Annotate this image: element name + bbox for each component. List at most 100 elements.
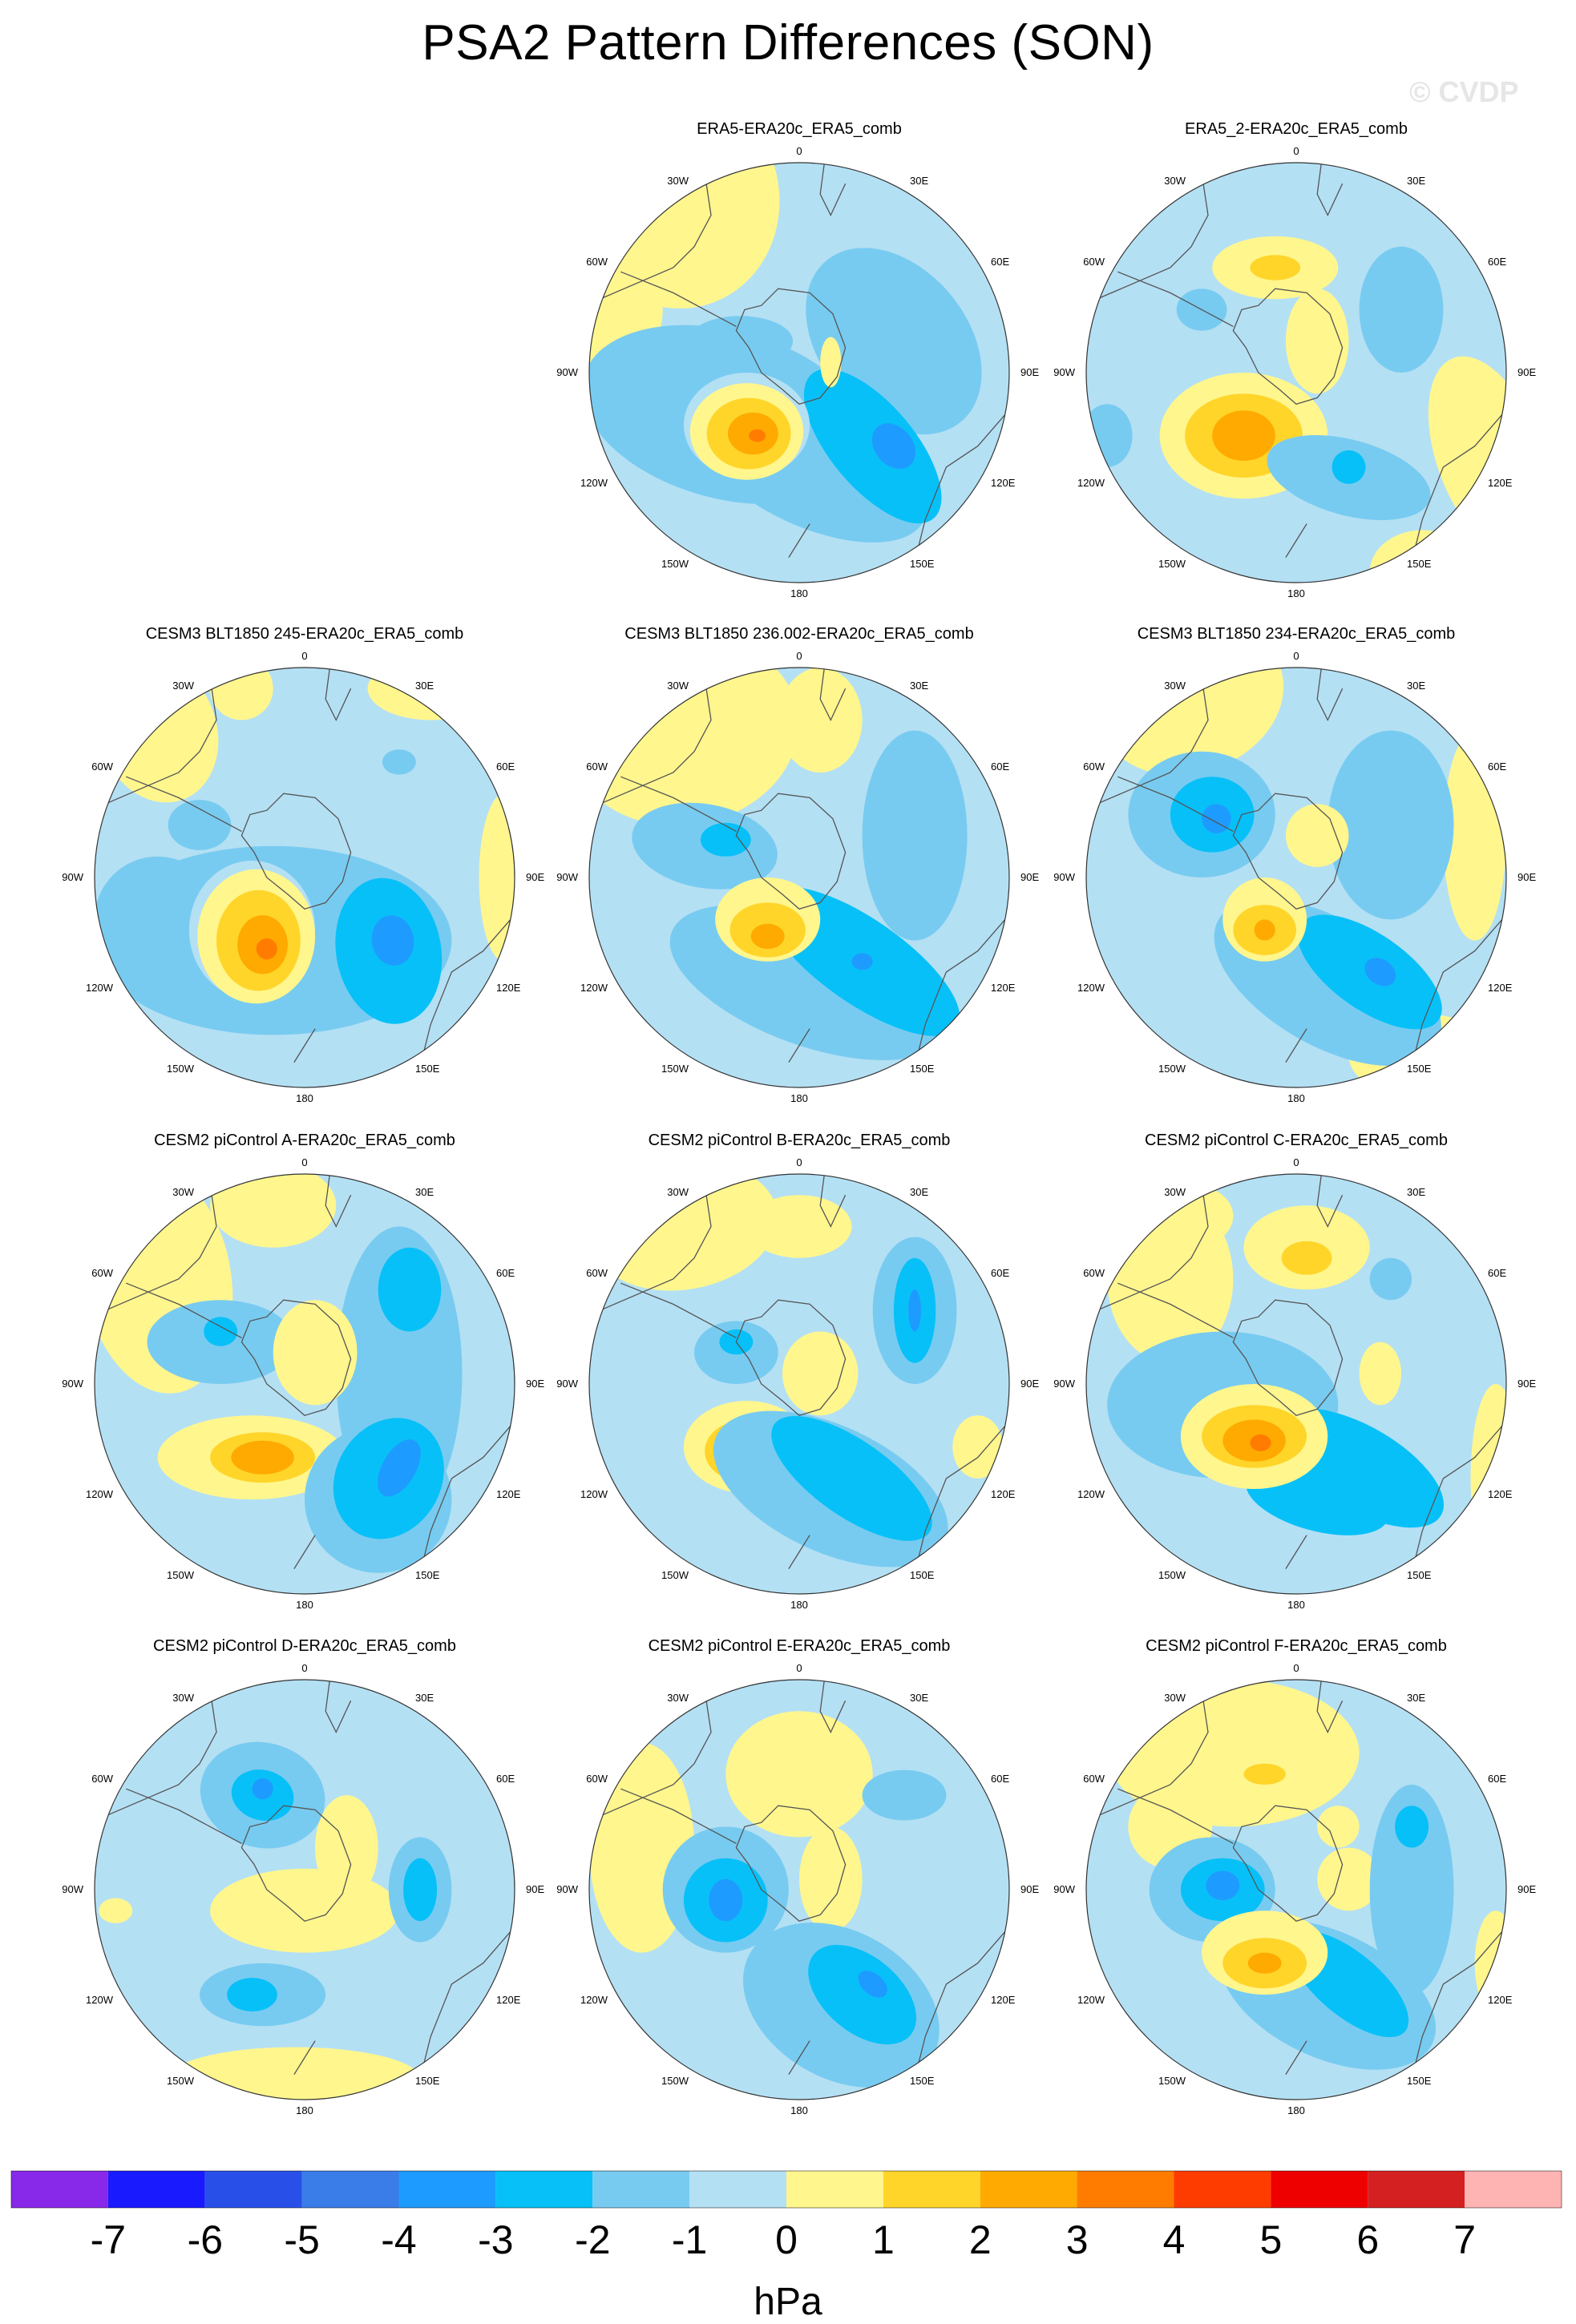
south-america-coastline xyxy=(104,678,217,805)
longitude-label: 30E xyxy=(415,1186,434,1198)
longitude-label: 90W xyxy=(1053,366,1075,378)
longitude-label: 90E xyxy=(526,1883,544,1895)
longitude-label: 90W xyxy=(62,1378,83,1390)
longitude-label: 60E xyxy=(496,1267,515,1279)
south-america-coastline xyxy=(599,1184,712,1311)
longitude-label: 60W xyxy=(91,1267,113,1279)
longitude-label: 30W xyxy=(1164,1692,1186,1704)
peninsula-coastline xyxy=(1117,1282,1234,1338)
longitude-label: 30E xyxy=(1407,1186,1425,1198)
longitude-label: 150W xyxy=(167,2075,195,2087)
longitude-label: 90E xyxy=(1517,366,1536,378)
longitude-label: 0 xyxy=(1293,1156,1299,1168)
antarctica-coastline xyxy=(240,793,352,910)
longitude-label: 150W xyxy=(661,2075,689,2087)
contour-region xyxy=(1395,1806,1429,1848)
longitude-label: 120W xyxy=(580,1488,608,1500)
south-america-coastline xyxy=(599,1690,712,1817)
longitude-label: 180 xyxy=(790,1092,808,1104)
longitude-label: 60W xyxy=(586,1267,608,1279)
peninsula-coastline xyxy=(620,1788,737,1844)
contour-region xyxy=(1206,1870,1240,1901)
new-zealand-coastline xyxy=(788,1028,810,1063)
longitude-label: 90W xyxy=(556,366,578,378)
polar-map: 0 30E 60E 90E 120E 150E 180 150W 120W 90W 60W 30W xyxy=(62,1662,544,2116)
colorbar-swatch xyxy=(786,2171,883,2208)
longitude-label: 60E xyxy=(496,761,515,773)
africa-coastline xyxy=(819,1680,847,1733)
longitude-label: 120W xyxy=(86,1994,114,2006)
polar-map: 0 30E 60E 90E 120E 150E 180 150W 120W 90W 60W 30W xyxy=(556,145,1039,599)
new-zealand-coastline xyxy=(293,1535,316,1569)
longitude-label: 120E xyxy=(496,1488,521,1500)
longitude-label: 120E xyxy=(496,1994,521,2006)
map-panel: CESM3 BLT1850 236.002-ERA20c_ERA5_comb 0 3… xyxy=(551,625,1048,1130)
colorbar-tick-label: 0 xyxy=(775,2217,798,2262)
longitude-label: 180 xyxy=(1287,2104,1305,2116)
longitude-label: 180 xyxy=(1287,1092,1305,1104)
polar-map: 0 30E 60E 90E 120E 150E 180 150W 120W 90W 60W 30W xyxy=(62,650,544,1104)
australia-coastline xyxy=(419,1931,511,2079)
map-panel: CESM2 piControl D-ERA20c_ERA5_comb 0 30E 60… xyxy=(56,1637,553,2142)
longitude-label: 30W xyxy=(172,1692,194,1704)
polar-map: 0 30E 60E 90E 120E 150E 180 150W 120W 90W 60W 30W xyxy=(1053,650,1536,1104)
colorbar-tick-label: 1 xyxy=(872,2217,895,2262)
contour-region xyxy=(1243,1763,1286,1785)
panel-title: ERA5_2-ERA20c_ERA5_comb xyxy=(1185,120,1408,138)
colorbar-swatch xyxy=(1271,2171,1368,2208)
longitude-label: 120W xyxy=(86,1488,114,1500)
longitude-label: 90E xyxy=(1517,1883,1536,1895)
colorbar-tick-label: 2 xyxy=(969,2217,992,2262)
peninsula-coastline xyxy=(126,1788,242,1844)
contour-region xyxy=(1149,1184,1234,1248)
contour-region xyxy=(1470,1384,1506,1573)
longitude-label: 150E xyxy=(1407,1063,1432,1075)
longitude-label: 120W xyxy=(1077,477,1105,489)
longitude-label: 0 xyxy=(796,145,802,157)
colorbar-swatch xyxy=(107,2171,205,2208)
peninsula-coastline xyxy=(620,271,737,327)
africa-coastline xyxy=(325,1174,352,1228)
contour-region xyxy=(725,1711,873,1838)
south-america-coastline xyxy=(599,173,712,300)
antarctica-coastline xyxy=(1232,1805,1344,1923)
longitude-label: 150W xyxy=(167,1569,195,1581)
longitude-label: 0 xyxy=(301,650,307,662)
contour-region xyxy=(771,1416,932,1541)
contour-region xyxy=(1369,1257,1412,1301)
map-panel: CESM2 piControl F-ERA20c_ERA5_comb 0 30E 60… xyxy=(1048,1637,1545,2142)
longitude-label: 0 xyxy=(301,1156,307,1168)
longitude-label: 120E xyxy=(991,1994,1016,2006)
africa-coastline xyxy=(1316,668,1344,721)
contour-region xyxy=(378,1439,421,1497)
africa-coastline xyxy=(1316,163,1344,216)
longitude-label: 90E xyxy=(1020,1883,1039,1895)
longitude-label: 120W xyxy=(580,477,608,489)
longitude-label: 150W xyxy=(167,1063,195,1075)
contour-region xyxy=(1250,1434,1271,1451)
longitude-label: 120W xyxy=(580,982,608,994)
map-boundary xyxy=(588,1679,1010,2100)
map-panel: CESM3 BLT1850 245-ERA20c_ERA5_comb 0 30E 60… xyxy=(56,625,553,1130)
contour-region xyxy=(168,800,232,850)
new-zealand-coastline xyxy=(788,523,810,558)
longitude-label: 180 xyxy=(790,1599,808,1611)
new-zealand-coastline xyxy=(1285,1028,1307,1063)
new-zealand-coastline xyxy=(1285,523,1307,558)
longitude-label: 90E xyxy=(1020,871,1039,883)
longitude-label: 0 xyxy=(796,650,802,662)
map-panel: CESM2 piControl E-ERA20c_ERA5_comb 0 30E 60… xyxy=(551,1637,1048,2142)
australia-coastline xyxy=(914,414,1006,562)
contour-region xyxy=(204,1317,238,1346)
colorbar-tick-label: -1 xyxy=(672,2217,707,2262)
longitude-label: 60W xyxy=(1083,1773,1105,1785)
map-panel: CESM2 piControl A-ERA20c_ERA5_comb 0 30E 60… xyxy=(56,1132,553,1636)
longitude-label: 150W xyxy=(661,1063,689,1075)
longitude-label: 150W xyxy=(661,558,689,570)
longitude-label: 90E xyxy=(526,871,544,883)
longitude-label: 120E xyxy=(991,982,1016,994)
longitude-label: 120W xyxy=(1077,1994,1105,2006)
longitude-label: 30E xyxy=(910,680,928,692)
panel-title: CESM2 piControl E-ERA20c_ERA5_comb xyxy=(648,1637,951,1655)
contour-region xyxy=(210,1868,399,1953)
